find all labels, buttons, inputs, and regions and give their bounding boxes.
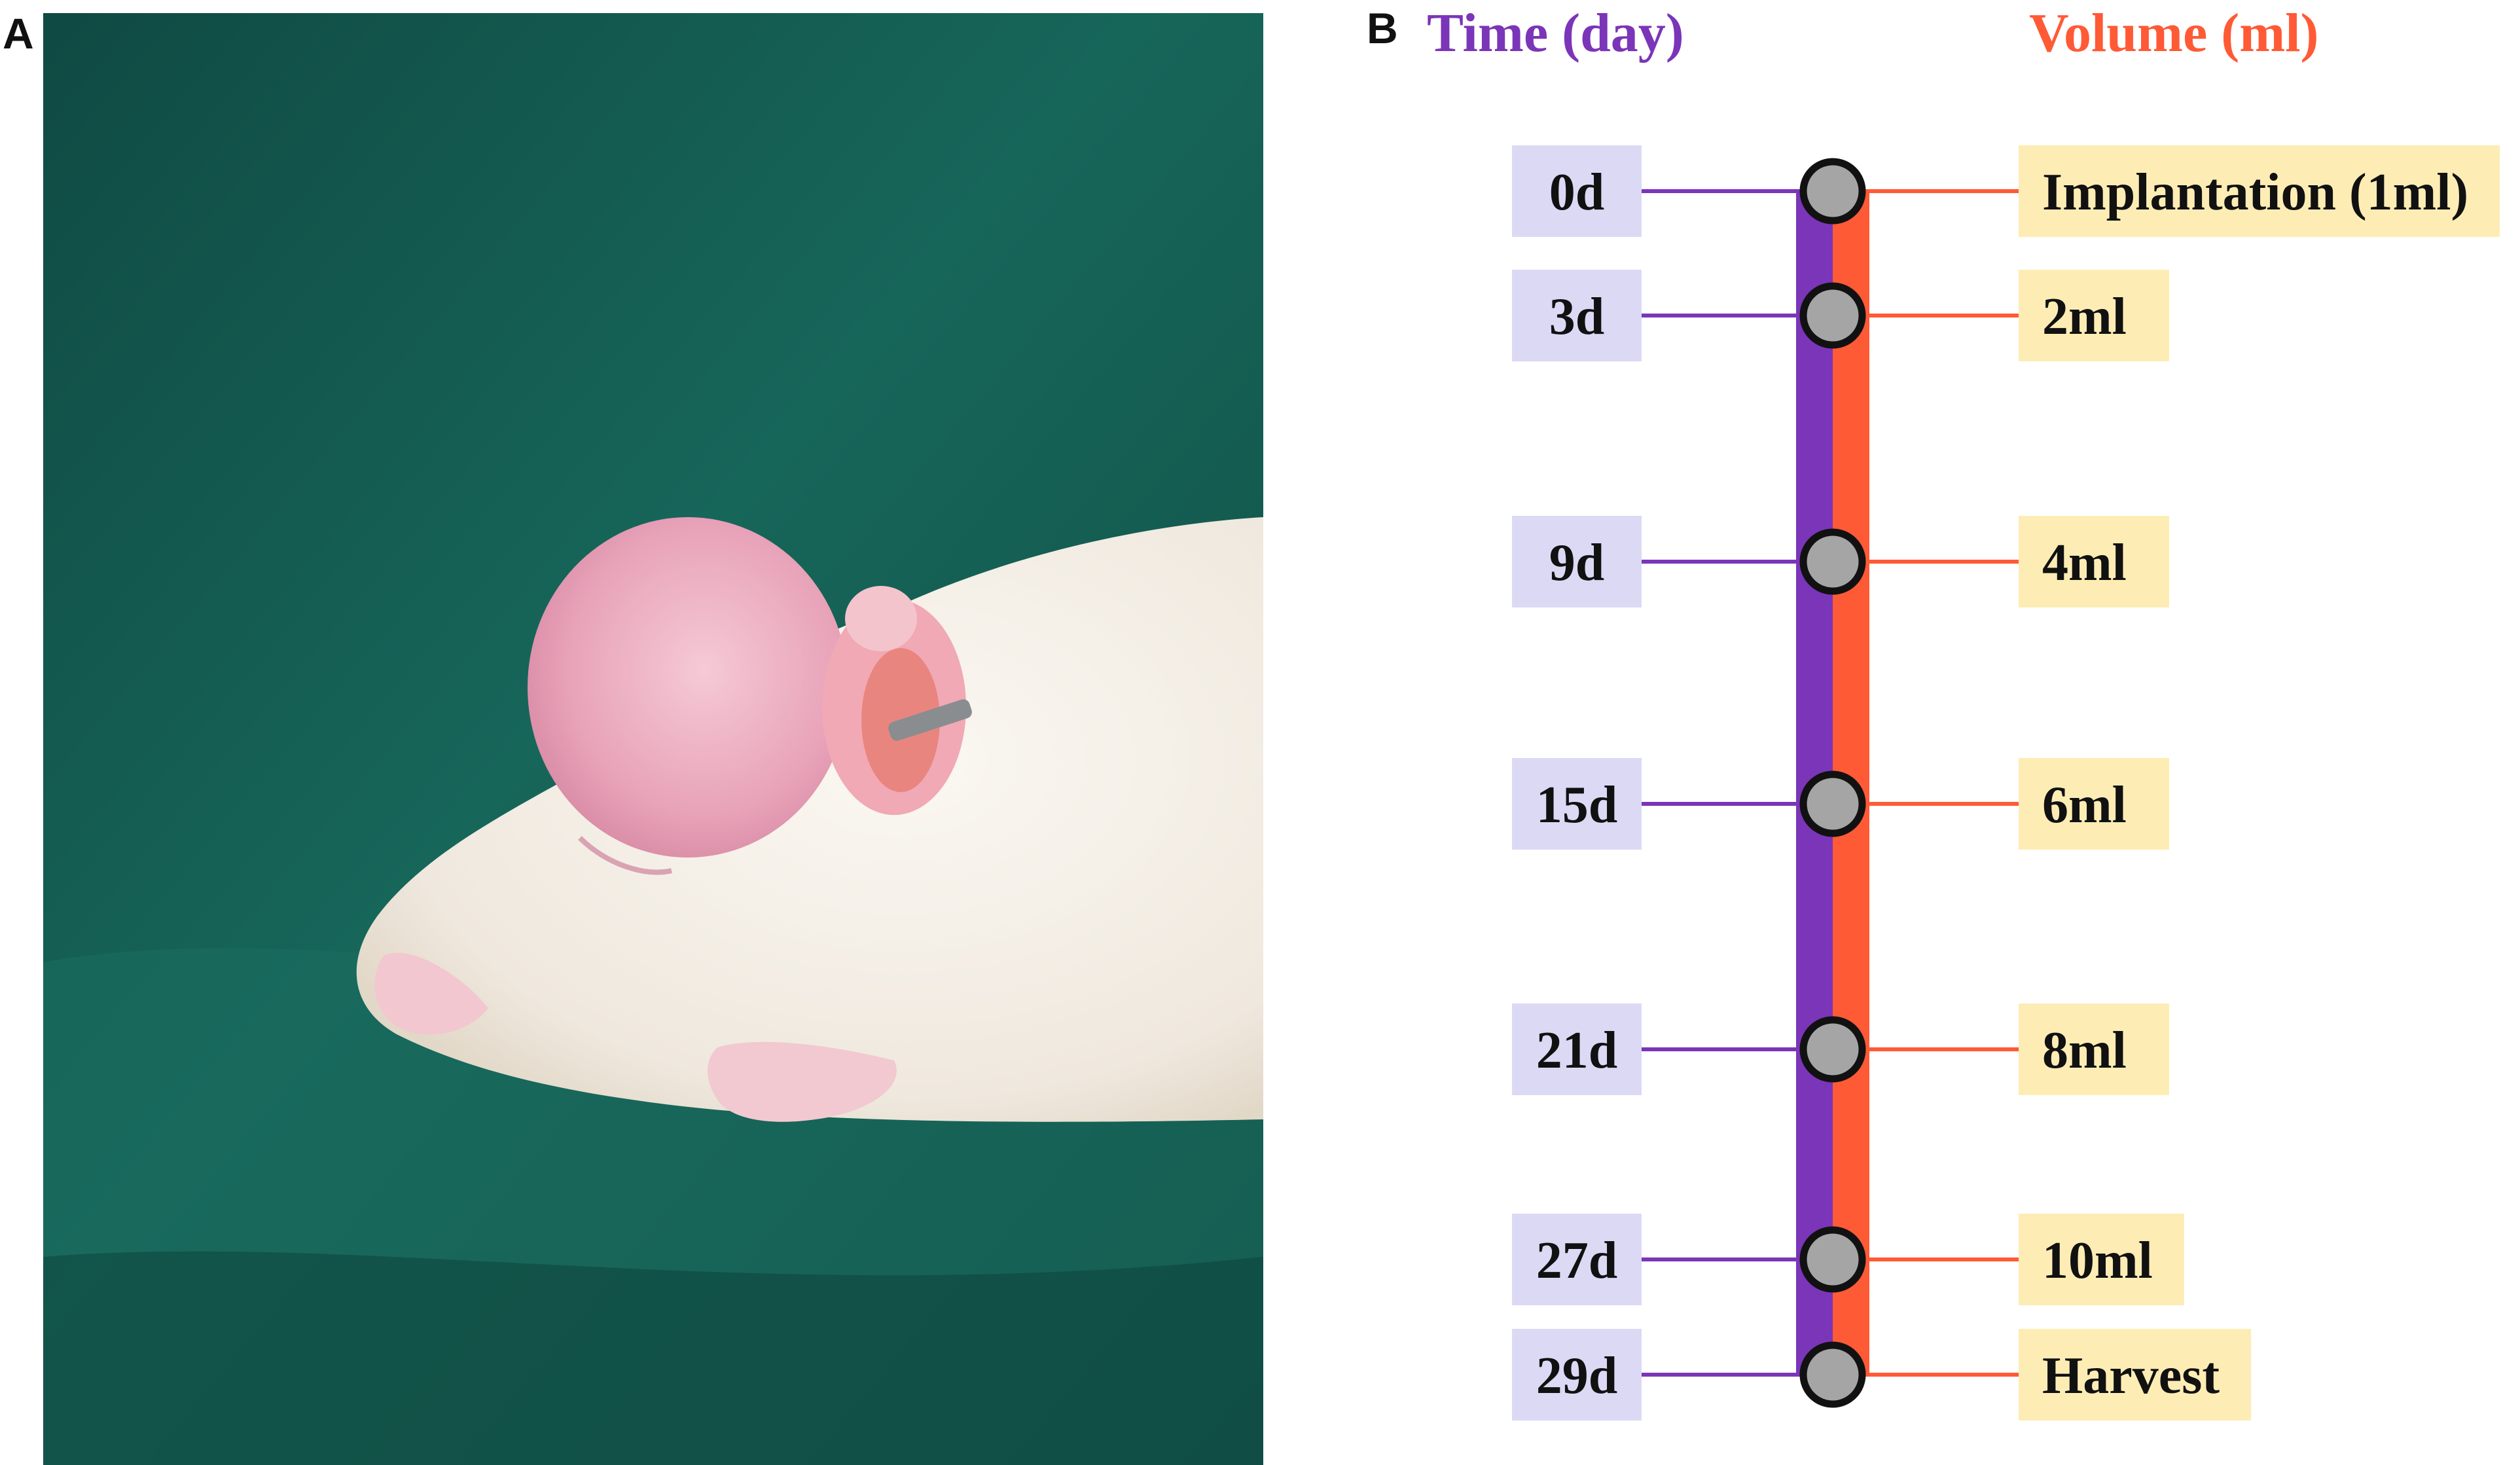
volume-box [2019, 516, 2169, 607]
day-label: 3d [1549, 288, 1605, 346]
panel-label-a: A [3, 9, 34, 58]
day-box [1512, 1004, 1642, 1095]
rat-photo [43, 13, 1263, 1465]
volume-label: 8ml [2042, 1022, 2127, 1079]
volume-box [2019, 1004, 2169, 1095]
panel-label-b: B [1367, 4, 1398, 52]
volume-box [2019, 1329, 2252, 1420]
volume-label: Harvest [2042, 1347, 2220, 1405]
timeline-node [1799, 1016, 1866, 1083]
day-box [1512, 145, 1642, 237]
day-label: 29d [1536, 1347, 1618, 1405]
time-axis-header: Time (day) [1427, 3, 1684, 63]
volume-label: 2ml [2042, 288, 2127, 346]
day-box [1512, 516, 1642, 607]
timeline-node [1799, 158, 1866, 225]
timeline-node [1799, 282, 1866, 349]
volume-label: 6ml [2042, 776, 2127, 834]
volume-box [2019, 1214, 2184, 1305]
day-label: 15d [1536, 776, 1618, 834]
timeline-node [1799, 1226, 1866, 1293]
volume-box [2019, 270, 2169, 361]
day-label: 27d [1536, 1232, 1618, 1290]
day-box [1512, 758, 1642, 850]
volume-label: 4ml [2042, 534, 2127, 592]
day-box [1512, 1214, 1642, 1305]
timeline-node [1799, 770, 1866, 837]
day-label: 0d [1549, 164, 1605, 221]
volume-label: 10ml [2042, 1232, 2153, 1290]
timeline-node [1799, 1341, 1866, 1408]
timeline-node [1799, 528, 1866, 595]
day-box [1512, 1329, 1642, 1420]
volume-box [2019, 145, 2500, 237]
day-box [1512, 270, 1642, 361]
volume-box [2019, 758, 2169, 850]
volume-axis-header: Volume (ml) [2029, 3, 2319, 63]
day-label: 9d [1549, 534, 1605, 592]
day-label: 21d [1536, 1022, 1618, 1079]
volume-label: Implantation (1ml) [2042, 164, 2468, 221]
